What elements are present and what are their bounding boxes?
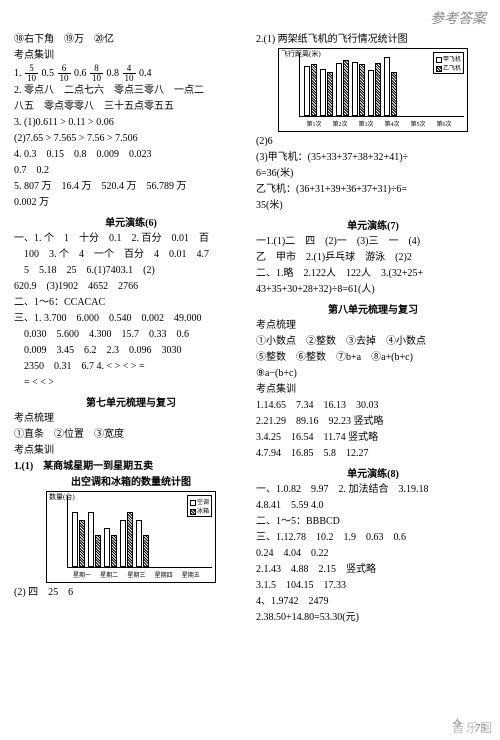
- text-line: 0.009 3.45 6.2 2.3 0.096 3030: [14, 343, 248, 359]
- text-line: 二、1.略 2.122人 122人 3.(32+25+: [256, 266, 490, 282]
- text-line: ⑤整数 ⑥整数 ⑦b+a ⑧a+(b+c): [256, 350, 490, 366]
- text-line: 5. 807 万 16.4 万 520.4 万 56.789 万: [14, 179, 248, 195]
- text-line: = < < >: [14, 375, 248, 391]
- text-line: (2)6: [256, 134, 490, 150]
- text-line: 0.030 5.600 4.300 15.7 0.33 0.6: [14, 327, 248, 343]
- section-title: 单元演练(8): [256, 465, 490, 480]
- text-line: (2)7.65 > 7.565 > 7.56 > 7.506: [14, 131, 248, 147]
- section-title: 单元演练(6): [14, 214, 248, 229]
- text-line: 5 5.18 25 6.(1)7403.1 (2): [14, 263, 248, 279]
- text-line: 4. 0.3 0.15 0.8 0.009 0.023: [14, 147, 248, 163]
- text-line: ①小数点 ②整数 ③去掉 ④小数点: [256, 334, 490, 350]
- text-line: 620.9 (3)1902 4652 2766: [14, 279, 248, 295]
- text-line: 考点集训: [256, 382, 490, 398]
- text-line: 三、1. 3.700 6.000 0.540 0.002 49.000: [14, 311, 248, 327]
- text-line: 6=36(米): [256, 166, 490, 182]
- text-line: 一、1.0.82 9.97 2. 加法结合 3.19.18: [256, 482, 490, 498]
- text-line: 二、1～6：CCACAC: [14, 295, 248, 311]
- page-header: 参考答案: [430, 8, 486, 28]
- text-line: 0.002 万: [14, 195, 248, 211]
- text-line: 100 3. 个 4 一个 百分 4 0.01 4.7: [14, 247, 248, 263]
- chart-bars: 星期一星期二星期三星期四星期五: [67, 496, 212, 568]
- left-column: ⑱右下角 ⑲万 ⑳亿 考点集训 1. 510 0.5 610 0.6 810 0…: [14, 32, 248, 626]
- bar-chart-sales: 数量(台) 空调 冰箱 星期一星期二星期三星期四星期五: [46, 491, 216, 583]
- text-line: 2.38.50+14.80=53.30(元): [256, 610, 490, 626]
- fraction-line: 1. 510 0.5 610 0.6 810 0.8 410 0.4: [14, 64, 248, 83]
- text-line: 三、1.12.78 10.2 1.9 0.63 0.6: [256, 530, 490, 546]
- text-line: 4、1.9742 2479: [256, 594, 490, 610]
- text-line: 考点集训: [14, 443, 248, 459]
- section-title: 第七单元梳理与复习: [14, 394, 248, 409]
- text-line: 考点梳理: [14, 411, 248, 427]
- text-line: 考点梳理: [256, 318, 490, 334]
- right-column: 2.(1) 两架纸飞机的飞行情况统计图 飞行距离(米) 甲飞机 乙飞机 第1次第…: [256, 32, 490, 626]
- section-title: 单元演练(7): [256, 217, 490, 232]
- text-line: 2. 零点八 二点七六 零点三零八 一点二: [14, 83, 248, 99]
- text-line: 一1.(1)二 四 (2)一 (3)三 一 (4): [256, 234, 490, 250]
- text-line: 4.8.41 5.59 4.0: [256, 498, 490, 514]
- text-line: 2.1.43 4.88 2.15 竖式略: [256, 562, 490, 578]
- text-line: ⑱右下角 ⑲万 ⑳亿: [14, 32, 248, 48]
- text-line: ①直条 ②位置 ③宽度: [14, 427, 248, 443]
- watermark: 音乐圈: [452, 719, 494, 736]
- text-line: 乙飞机：(36+31+39+36+37+31)÷6=: [256, 182, 490, 198]
- text-line: 0.7 0.2: [14, 163, 248, 179]
- chart-bars: 第1次第2次第3次第4次第5次第6次: [299, 53, 464, 117]
- chart-title: 1.(1) 某商城星期一到星期五卖: [14, 459, 248, 475]
- text-line: ⑨a−(b+c): [256, 366, 490, 382]
- text-line: (3)甲飞机：(35+33+37+38+32+41)÷: [256, 150, 490, 166]
- two-column-layout: ⑱右下角 ⑲万 ⑳亿 考点集训 1. 510 0.5 610 0.6 810 0…: [0, 0, 500, 626]
- text-line: 4.7.94 16.85 5.8 12.27: [256, 446, 490, 462]
- text-line: 3.1.5 104.15 17.33: [256, 578, 490, 594]
- section-title: 第八单元梳理与复习: [256, 301, 490, 316]
- text-line: 2.(1) 两架纸飞机的飞行情况统计图: [256, 32, 490, 48]
- text-line: 2.21.29 89.16 92.23 竖式略: [256, 414, 490, 430]
- text-line: 35(米): [256, 198, 490, 214]
- text-line: 1.14.65 7.34 16.13 30.03: [256, 398, 490, 414]
- text-line: (2) 四 25 6: [14, 585, 248, 601]
- text-line: 3.4.25 16.54 11.74 竖式略: [256, 430, 490, 446]
- text-line: 八五 零点零零八 三十五点零五五: [14, 99, 248, 115]
- text-line: 一、1. 个 1 十分 0.1 2. 百分 0.01 百: [14, 231, 248, 247]
- text-line: 2350 0.31 6.7 4. < > < > =: [14, 359, 248, 375]
- text-line: 二、1～5：BBBCD: [256, 514, 490, 530]
- bar-chart-planes: 飞行距离(米) 甲飞机 乙飞机 第1次第2次第3次第4次第5次第6次: [278, 48, 468, 132]
- text-line: 考点集训: [14, 48, 248, 64]
- text-line: 43+35+30+28+32)÷8=61(人): [256, 282, 490, 298]
- text-line: 0.24 4.04 0.22: [256, 546, 490, 562]
- text-line: 3. (1)0.611 > 0.11 > 0.06: [14, 115, 248, 131]
- chart-title: 出空调和冰箱的数量统计图: [14, 475, 248, 491]
- text-line: 乙 甲市 2.(1)乒乓球 游泳 (2)2: [256, 250, 490, 266]
